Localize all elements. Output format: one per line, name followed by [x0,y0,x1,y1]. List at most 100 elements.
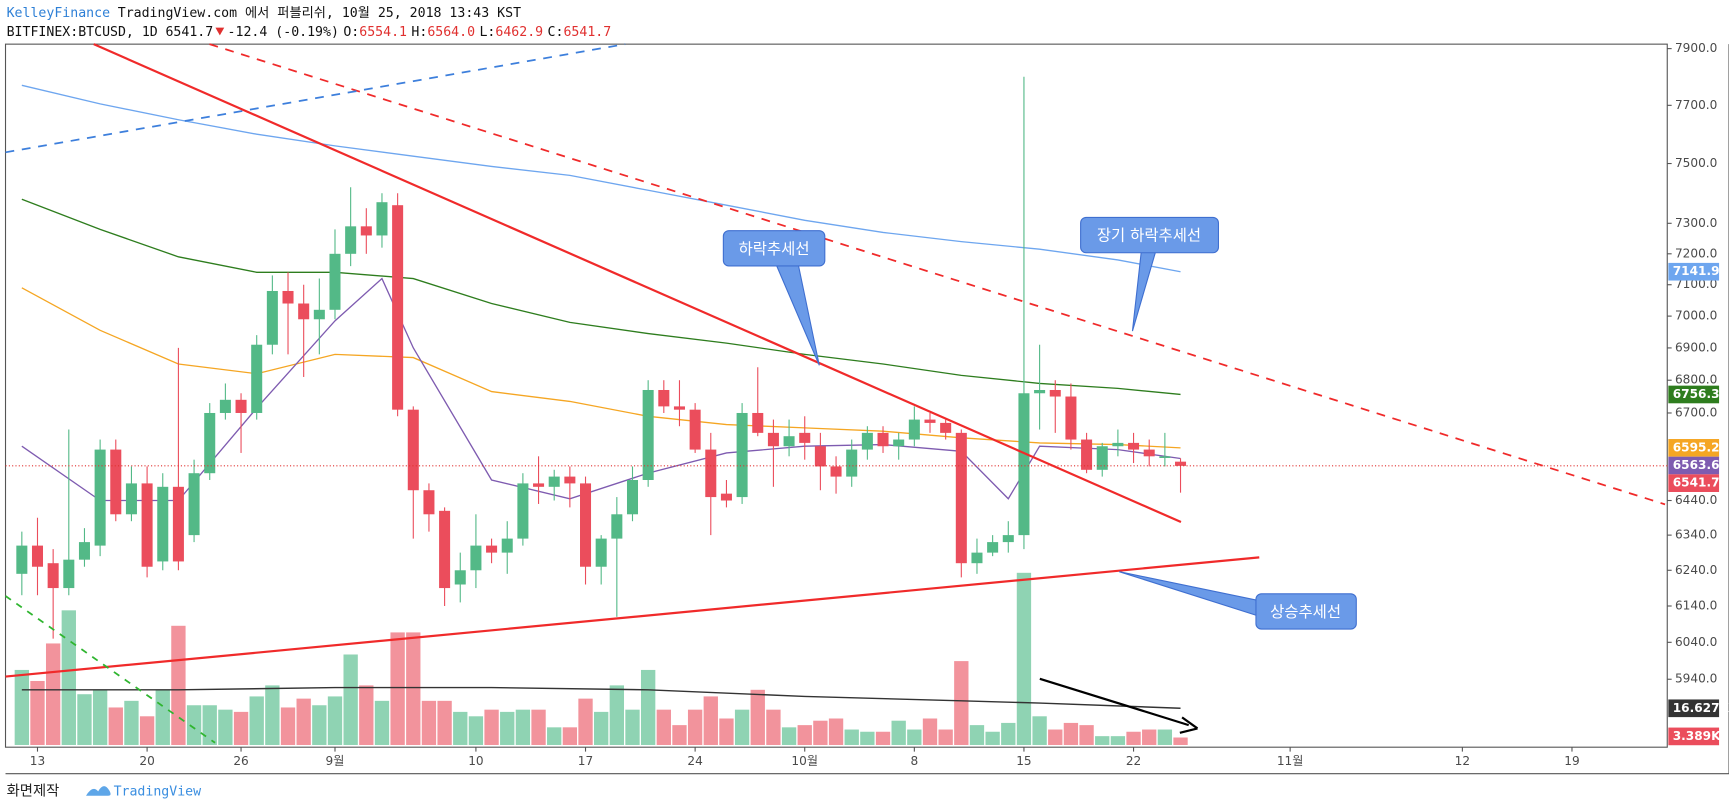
x-tick-label: 22 [1126,754,1141,768]
candle-body [595,538,607,567]
y-tick-label: 7200.0 [1675,246,1717,260]
downtrend-line [93,43,1182,524]
callout-text: 상승추세선 [1270,603,1341,621]
candle-body [125,483,137,515]
uptrend-line [5,556,1260,678]
volume-bar [249,696,264,745]
candle-body [861,432,873,450]
volume-bar [265,685,280,745]
candle-body [689,409,701,450]
volume-bar [77,694,92,745]
volume-bar [359,685,374,745]
volume-bar [1032,716,1047,745]
candle-body [31,545,44,567]
candle-body [846,449,858,477]
volume-ma-line [21,686,1181,709]
price-label-box [1668,456,1720,475]
moving-average-line [21,287,1181,449]
volume-bar [218,709,233,745]
dashed-trend-line [5,595,216,744]
volume-bar [124,700,139,745]
volume-bar [938,729,953,745]
candle-body [1159,456,1171,458]
volume-bar [1157,729,1173,745]
candle-body [736,412,748,498]
volume-bar [734,709,750,745]
volume-bar [45,643,61,745]
candle-body [1049,389,1061,397]
callout-box [1255,593,1357,630]
volume-bar [1016,572,1032,745]
volume-bar [1079,725,1094,745]
volume-bar [1110,736,1126,745]
y-tick-label: 6240.0 [1675,563,1717,577]
volume-bar [860,731,875,745]
footer-credit: 화면제작 [7,782,60,799]
arrow-line [1039,677,1190,727]
x-tick-label: 26 [233,754,248,768]
candle-body [533,483,545,487]
volume-bar [374,700,390,745]
volume-bar [656,709,671,745]
moving-average-line [21,84,1181,273]
candle-body [407,409,419,491]
candle-body [548,476,560,487]
volume-bar [719,718,734,745]
volume-bar [453,711,468,745]
candle-body [940,422,952,433]
volume-bar [186,705,202,745]
volume-bar [828,718,844,745]
volume-bar [421,700,437,745]
volume-bar [672,725,687,745]
candle-body [110,449,122,515]
y-tick-label: 7000.0 [1675,309,1717,323]
down-triangle [215,27,225,36]
candle-body [1018,393,1030,536]
candle-body [1081,439,1093,470]
volume-bar [547,727,562,745]
candle-body [799,432,811,443]
candle-body [141,483,153,567]
header-text: -12.4 (-0.19%) [228,25,339,40]
candle-body [188,473,200,536]
arrow-head [1179,716,1199,734]
volume-bar [468,716,484,745]
x-tick-label: 24 [687,754,703,768]
candle-body [16,545,28,574]
candle-body [564,476,576,484]
header-text: BITFINEX:BTCUSD, 1D [7,25,158,40]
candle-body [924,419,936,423]
volume-bar [515,709,531,745]
volume-bar [797,725,812,745]
header-text: 6541.7 [563,25,611,40]
header-text: O: [343,25,359,40]
candle-body [63,559,75,589]
candle-body [580,483,592,567]
candle-body [94,449,106,546]
price-label-box [1668,439,1720,457]
candle-body [955,432,967,564]
candle-body [783,436,795,447]
price-label-box [1668,727,1720,746]
candle-body [720,493,732,501]
volume-bar [139,716,155,745]
volume-bar [562,727,578,745]
x-tick-label: 9월 [326,754,345,768]
x-tick-label: 17 [578,754,593,768]
x-tick-label: 11월 [1277,754,1304,768]
volume-bar [1001,722,1016,745]
candle-body [1112,442,1124,447]
candle-body [360,226,372,236]
y-tick-label: 6340.0 [1675,528,1717,542]
volume-bar [343,654,358,745]
volume-bar [233,711,249,745]
volume-bar [327,696,343,745]
volume-bar [61,610,76,745]
candle-body [1143,449,1155,457]
candle-body [752,412,764,433]
candle-body [501,538,513,553]
candle-body [1096,446,1108,470]
volume-bar [1142,729,1157,745]
